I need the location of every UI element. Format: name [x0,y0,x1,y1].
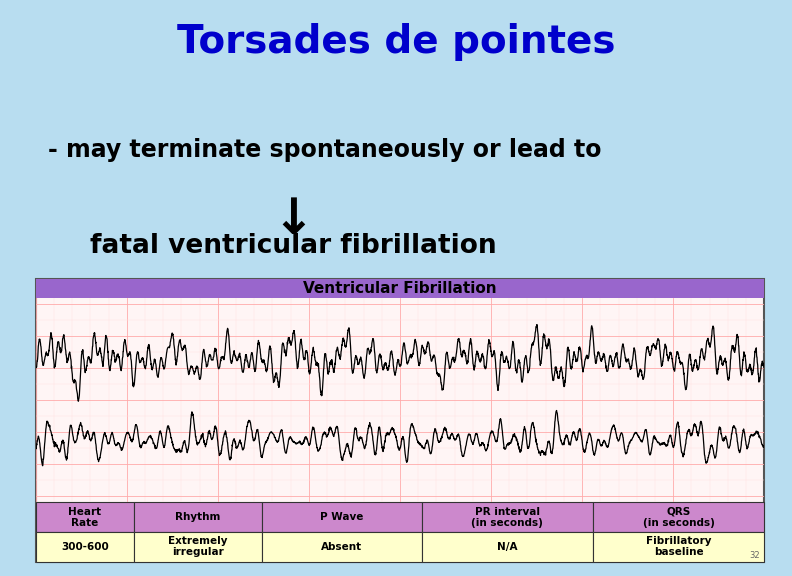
Bar [422,532,593,562]
Bar [134,502,261,532]
Text: Ventricular Fibrillation: Ventricular Fibrillation [303,281,497,296]
Text: Extremely
irregular: Extremely irregular [168,536,227,557]
Bar [36,532,134,562]
Text: ↓: ↓ [272,196,314,244]
Text: N/A: N/A [497,542,518,552]
Text: Heart
Rate: Heart Rate [68,507,101,528]
Text: P Wave: P Wave [320,512,364,522]
Text: 300-600: 300-600 [61,542,109,552]
Text: fatal ventricular fibrillation: fatal ventricular fibrillation [89,233,497,259]
Text: PR interval
(in seconds): PR interval (in seconds) [471,507,543,528]
Bar [36,502,134,532]
Bar [422,502,593,532]
Bar [261,502,422,532]
Text: Rhythm: Rhythm [175,512,220,522]
Text: - may terminate spontaneously or lead to: - may terminate spontaneously or lead to [48,138,601,162]
Text: 32: 32 [750,551,760,560]
Text: QRS
(in seconds): QRS (in seconds) [643,507,714,528]
Bar [593,502,764,532]
Text: Fibrillatory
baseline: Fibrillatory baseline [646,536,711,557]
Bar [593,532,764,562]
Bar [261,532,422,562]
Bar [134,532,261,562]
Text: Absent: Absent [321,542,362,552]
Text: Torsades de pointes: Torsades de pointes [177,23,615,61]
Bar [36,279,764,298]
Bar [36,279,764,562]
